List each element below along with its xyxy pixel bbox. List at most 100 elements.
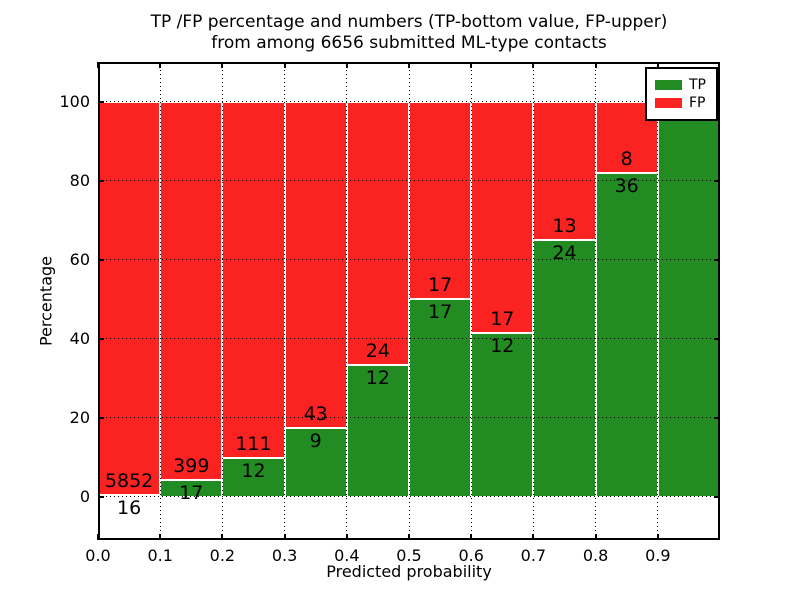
bar-segment-tp [222, 458, 285, 497]
bar-label-tp: 16 [117, 497, 142, 520]
x-tick-mark-top [532, 62, 535, 68]
right-spine [718, 62, 720, 540]
legend-label-tp: TP [689, 77, 706, 93]
bar-labels-layer: 5852163991711112439241217171712132483617 [98, 62, 720, 540]
x-tick-label: 0.6 [458, 546, 484, 565]
x-tick-label: 0.9 [645, 546, 671, 565]
v-gridline [595, 62, 597, 540]
x-tick-mark-top [283, 62, 286, 68]
bar-label-fp: 43 [303, 403, 328, 426]
bar-label-tp: 12 [490, 335, 515, 358]
v-gridline [470, 62, 472, 540]
bar-label-tp: 12 [365, 366, 390, 389]
y-tick-label: 20 [69, 407, 90, 427]
legend-item-fp: FP [655, 95, 708, 111]
x-tick-label: 0.4 [334, 546, 360, 565]
chart-title: TP /FP percentage and numbers (TP-bottom… [98, 12, 720, 54]
bars-layer [98, 62, 720, 540]
bar-segment-tp [595, 173, 658, 497]
y-tick-mark [98, 179, 104, 182]
v-gridline [657, 62, 659, 540]
x-axis-label: Predicted probability [326, 562, 492, 581]
x-tick-mark-top [345, 62, 348, 68]
legend-swatch-tp-icon [655, 80, 682, 90]
plot-area: 5852163991711112439241217171712132483617… [97, 62, 720, 540]
gridlines-layer [98, 62, 720, 540]
bar-label-fp: 111 [235, 433, 272, 455]
y-tick-mark [98, 100, 104, 103]
ticks-layer [97, 62, 720, 540]
bar-segment-tp [409, 299, 472, 497]
y-tick-label: 100 [59, 91, 90, 111]
y-tick-label: 60 [69, 249, 90, 269]
v-gridline [159, 62, 161, 540]
x-tick-mark [656, 534, 659, 540]
legend-swatch-fp-icon [655, 98, 682, 108]
bar-segment-tp [346, 364, 409, 497]
x-tick-mark [532, 534, 535, 540]
bar-label-tp: 12 [241, 460, 266, 482]
y-tick-mark [98, 495, 104, 498]
bar-label-tp: 17 [179, 482, 204, 505]
x-tick-mark-top [470, 62, 473, 68]
x-tick-mark-top [408, 62, 410, 68]
y-tick-mark [98, 416, 104, 419]
v-gridline [532, 62, 534, 540]
x-tick-mark-top [594, 62, 597, 68]
bar-label-fp: 8 [620, 148, 633, 171]
bar-label-tp: 36 [614, 175, 639, 198]
x-tick-mark [470, 534, 473, 540]
x-tick-mark-top [221, 62, 224, 68]
y-tick-mark [98, 258, 104, 261]
y-tick-labels: 0 20 40 60 80 100 [0, 62, 90, 540]
x-tick-mark [408, 534, 410, 540]
x-tick-mark [159, 534, 162, 540]
bar-label-fp: 17 [490, 308, 515, 331]
v-gridline [284, 62, 286, 540]
chart-title-line2: from among 6656 submitted ML-type contac… [211, 33, 607, 53]
y-tick-label: 80 [69, 170, 90, 190]
bar-label-fp: 399 [173, 455, 210, 478]
x-tick-label: 0.7 [520, 546, 547, 565]
x-tick-label: 0.8 [582, 546, 609, 565]
top-spine [98, 62, 720, 64]
x-tick-mark [345, 534, 348, 540]
bar-label-tp: 24 [552, 242, 577, 265]
bar-label-tp: 9 [309, 430, 322, 453]
bar-label-fp: 24 [365, 339, 390, 362]
left-spine [98, 62, 100, 540]
x-tick-label: 0.2 [209, 546, 236, 565]
bar-segment-fp [98, 101, 161, 496]
bar-segment-fp [284, 101, 347, 429]
x-tick-label: 0.5 [396, 546, 422, 565]
y-tick-label: 40 [69, 328, 90, 348]
bar-segment-fp [471, 101, 534, 334]
bottom-spine [98, 538, 720, 540]
v-gridline [408, 62, 410, 540]
y-tick-mark-right [714, 416, 720, 419]
x-tick-mark-top [159, 62, 162, 68]
chart-title-line1: TP /FP percentage and numbers (TP-bottom… [150, 12, 668, 32]
x-tick-mark [283, 534, 286, 540]
x-tick-label: 0.1 [147, 546, 173, 565]
x-tick-label: 0.0 [85, 546, 111, 565]
y-tick-mark-right [714, 495, 720, 498]
bar-segment-fp [222, 101, 285, 458]
bar-segment-fp [346, 101, 409, 365]
legend: TP FP [645, 67, 718, 121]
bar-segment-tp [533, 240, 596, 497]
y-tick-mark [98, 337, 104, 340]
bar-label-fp: 5852 [104, 470, 154, 493]
bar-label-tp: 17 [428, 301, 453, 324]
v-gridline [346, 62, 348, 540]
legend-label-fp: FP [689, 95, 706, 111]
y-tick-label: 0 [79, 486, 90, 506]
v-gridline [221, 62, 223, 540]
bar-segment-tp [471, 333, 534, 497]
x-tick-label: 0.3 [271, 546, 298, 565]
y-tick-mark-right [714, 258, 720, 261]
legend-item-tp: TP [655, 77, 708, 93]
x-tick-mark-top [656, 62, 659, 68]
bar-label-fp: 13 [552, 215, 577, 238]
